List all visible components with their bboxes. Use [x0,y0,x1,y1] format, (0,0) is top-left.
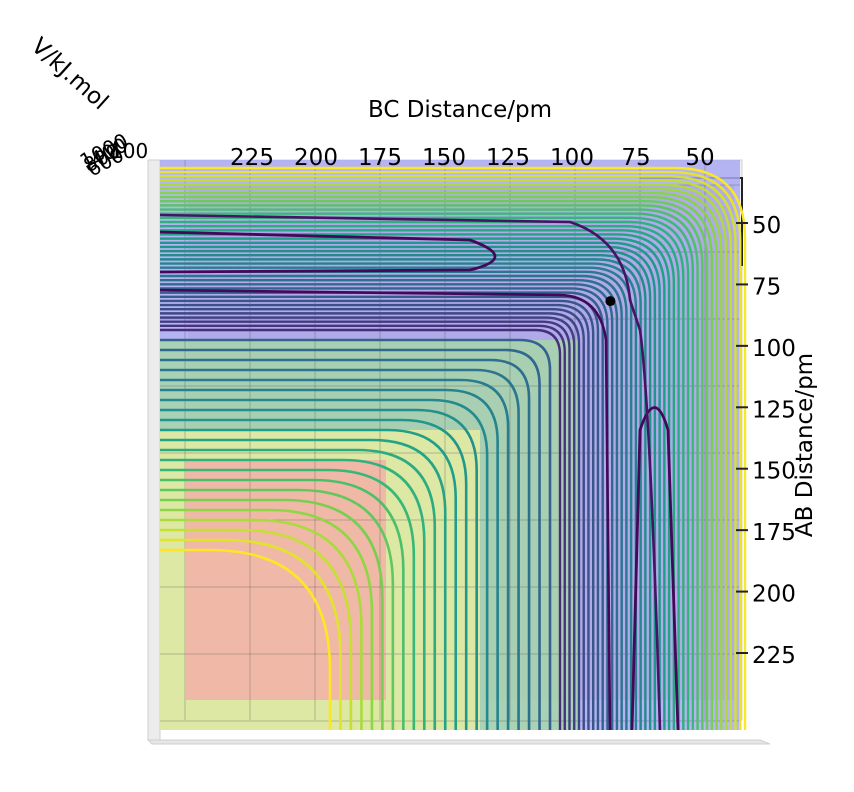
contour-line-inner [160,488,395,730]
contour-line-inner [160,398,489,730]
y-tick-label: 175 [752,520,796,546]
contour-line-outer [160,179,732,730]
contour-line-outer [160,308,585,730]
y-axis-title: AB Distance/pm [792,353,818,537]
contour-line-outer [160,299,595,730]
z-axis-ticks: 1000 800 600 400 100 [76,128,148,181]
contour-line-outer [160,187,723,730]
y-tick-label: 50 [752,213,781,239]
contour-line-saddle [160,288,612,731]
contour-line-outer [160,208,699,730]
contour-line-inner [160,468,416,730]
contour-line-outer [160,224,680,730]
x-tick-label: 125 [486,145,530,171]
x-tick-label: 175 [358,145,402,171]
contour-line-inner [160,528,353,730]
contour-lines [160,166,747,731]
contour-line-inner [160,338,552,730]
contour-line-outer [160,212,695,730]
contour-line-inner [160,448,437,730]
y-tick-label: 200 [752,582,796,608]
contour-line-inner [160,458,426,730]
contour-line-outer [160,233,671,730]
contour-line-inner [160,428,458,730]
contour-line-outer [160,278,619,730]
contour-line-valley-bc [630,406,680,731]
svg-text:100: 100 [110,139,148,163]
contour-line-outer [160,216,690,730]
contour-line-inner [160,418,468,730]
contour-line-valley-ab [160,230,497,274]
contour-line-outer [160,312,581,730]
contour-line-outer [160,183,728,730]
contour-line-outer [160,258,642,730]
contour-line-outer [160,274,623,730]
contour-line-outer [160,249,652,730]
contour-line-outer [160,229,676,730]
y-tick-marks [736,222,748,654]
contour-line-outer [160,283,614,730]
contour-line-inner [160,498,384,730]
y-tick-label: 75 [752,274,781,300]
contour-line-outer [160,237,666,730]
contour-line-outer [160,191,718,730]
contour-line-outer [160,241,661,730]
contour-line-outer [160,175,737,730]
contour-line-inner [160,348,541,730]
contour-line-inner [160,478,405,730]
contour-line-inner [160,508,374,730]
contour-line-inner [160,358,531,730]
contour-line-inner [160,388,499,730]
contour-line-inner [160,538,342,730]
contour-line-outer [160,204,704,730]
x-tick-label: 50 [685,145,714,171]
x-axis-title: BC Distance/pm [368,97,552,123]
contour-line-outer [160,320,571,730]
contour-line-outer [160,324,566,730]
x-tick-label: 150 [422,145,466,171]
contour-line-inner [160,438,447,730]
contour-line-outer [160,303,590,730]
contour-line-outer [160,254,647,730]
x-tick-label: 100 [550,145,594,171]
x-tick-label: 225 [230,145,274,171]
contour-line-outer [160,200,709,730]
contour-line-inner [160,378,510,730]
contour-line-inner [160,408,478,730]
contour-line-outer [160,170,742,730]
x-tick-label: 75 [621,145,650,171]
x-tick-labels: 225 200 175 150 125 100 75 50 [230,145,715,171]
contour-line-outer [160,328,562,730]
contour-line-inner [160,518,363,730]
contour-line-outer [160,287,609,730]
contour-line-outer [160,270,628,730]
marked-point [605,296,616,307]
y-tick-labels: 50 75 100 125 150 175 200 225 [752,213,796,669]
y-tick-label: 100 [752,336,796,362]
contour-line-saddle-2 [160,213,662,731]
z-axis-title: V/kJ.mol [26,33,113,115]
y-tick-label: 225 [752,643,796,669]
contour-line-outer [160,195,713,730]
contour-line-inner [160,368,520,730]
y-tick-label: 125 [752,397,796,423]
contour-line-outer [160,266,633,730]
contour-line-outer [160,166,747,730]
x-tick-label: 200 [294,145,338,171]
contour-line-outer [160,316,576,730]
y-tick-label: 150 [752,459,796,485]
contour-line-inner [160,548,332,730]
contour-line-outer [160,220,685,730]
